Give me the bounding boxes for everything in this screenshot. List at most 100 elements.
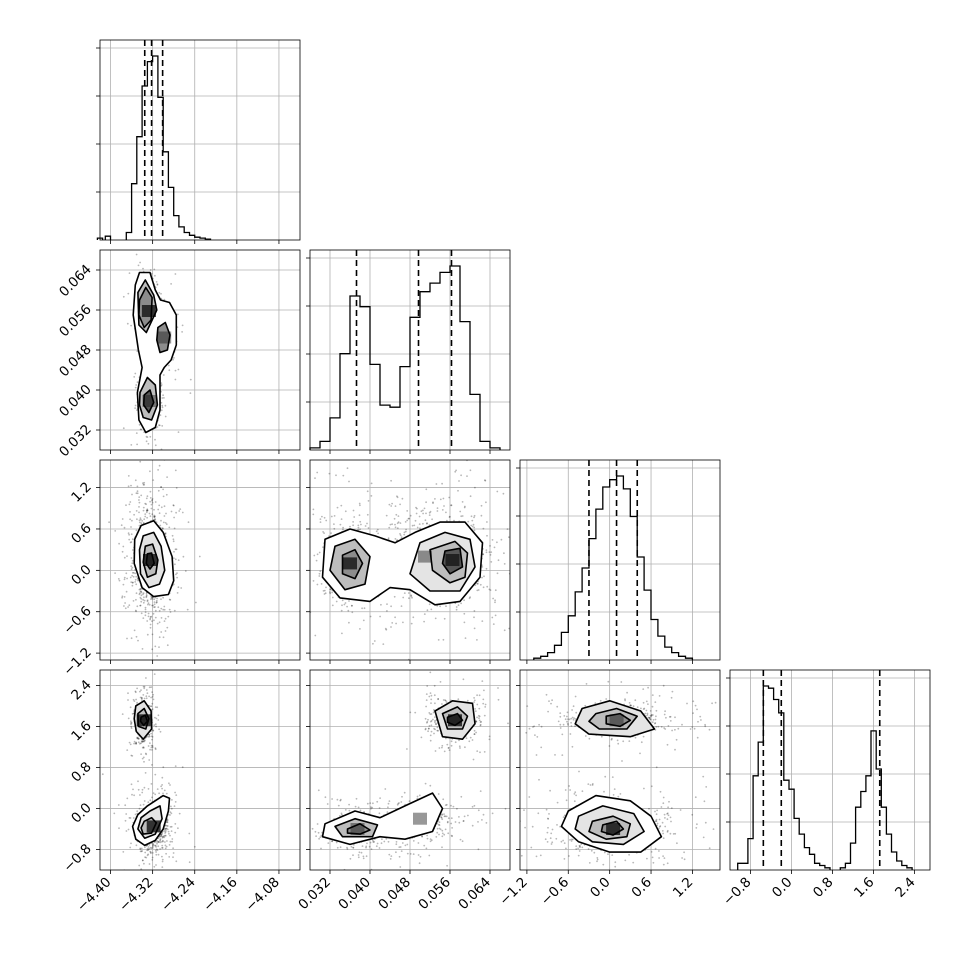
scatter-point: [375, 530, 378, 533]
panel-1-2: [310, 460, 510, 683]
scatter-point: [399, 522, 402, 524]
scatter-point: [136, 350, 139, 353]
scatter-point: [172, 557, 175, 560]
scatter-point: [394, 523, 396, 526]
scatter-point: [174, 563, 176, 566]
scatter-point: [386, 610, 388, 612]
scatter-point: [169, 814, 171, 816]
scatter-point: [150, 596, 153, 598]
scatter-point: [130, 783, 133, 786]
scatter-point: [155, 851, 158, 853]
scatter-point: [161, 839, 164, 842]
scatter-point: [145, 440, 148, 443]
scatter-point: [463, 621, 466, 624]
scatter-point: [151, 702, 154, 705]
scatter-point: [394, 505, 397, 507]
scatter-point: [130, 637, 133, 640]
scatter-point: [318, 551, 321, 554]
scatter-point: [436, 507, 439, 509]
scatter-point: [154, 716, 156, 719]
scatter-point: [146, 516, 149, 519]
scatter-point: [145, 511, 148, 514]
scatter-point: [151, 648, 154, 651]
scatter-point: [157, 840, 160, 843]
scatter-point: [363, 607, 366, 610]
scatter-point: [394, 681, 396, 683]
scatter-point: [380, 603, 382, 606]
scatter-point: [131, 562, 134, 565]
scatter-point: [399, 534, 402, 537]
scatter-point: [488, 551, 491, 553]
scatter-point: [426, 522, 428, 525]
scatter-point: [114, 572, 116, 574]
scatter-point: [114, 530, 117, 532]
scatter-point: [382, 643, 385, 645]
scatter-point: [362, 619, 365, 622]
scatter-point: [158, 728, 161, 731]
scatter-point: [130, 754, 133, 757]
scatter-point: [147, 846, 150, 848]
scatter-point: [175, 548, 178, 551]
scatter-point: [496, 541, 498, 544]
scatter-point: [143, 687, 146, 690]
scatter-point: [353, 516, 356, 518]
scatter-point: [377, 532, 379, 535]
scatter-point: [159, 524, 162, 527]
scatter-point: [118, 542, 120, 545]
scatter-point: [408, 597, 410, 600]
scatter-point: [123, 526, 126, 529]
scatter-point: [150, 598, 152, 601]
scatter-point: [130, 565, 133, 568]
scatter-point: [174, 791, 177, 794]
scatter-point: [138, 807, 141, 810]
scatter-point: [147, 602, 150, 605]
scatter-point: [318, 572, 321, 575]
scatter-point: [406, 510, 409, 512]
scatter-point: [144, 846, 146, 849]
scatter-point: [137, 737, 139, 740]
scatter-point: [166, 626, 169, 629]
scatter-point: [316, 553, 319, 556]
scatter-point: [156, 849, 159, 851]
scatter-point: [189, 392, 192, 394]
scatter-point: [389, 523, 392, 526]
scatter-point: [142, 598, 145, 601]
scatter-point: [170, 812, 173, 815]
scatter-point: [124, 819, 127, 822]
scatter-point: [329, 588, 331, 591]
scatter-point: [154, 706, 157, 708]
scatter-point: [437, 639, 440, 641]
scatter-point: [157, 606, 160, 609]
scatter-point: [117, 804, 120, 806]
scatter-point: [145, 594, 148, 597]
scatter-point: [148, 733, 151, 736]
scatter-point: [180, 587, 183, 589]
scatter-point: [140, 600, 143, 603]
scatter-point: [121, 596, 123, 599]
scatter-point: [189, 378, 192, 381]
scatter-point: [445, 605, 447, 608]
scatter-point: [166, 644, 169, 647]
scatter-point: [156, 283, 159, 285]
scatter-point: [181, 331, 184, 333]
scatter-point: [425, 512, 427, 515]
scatter-point: [149, 269, 152, 271]
scatter-point: [467, 520, 470, 523]
scatter-point: [358, 502, 361, 505]
scatter-point: [472, 523, 475, 526]
scatter-point: [121, 713, 124, 715]
scatter-point: [144, 856, 147, 859]
scatter-point: [140, 598, 143, 600]
scatter-point: [403, 531, 406, 534]
scatter-point: [146, 599, 149, 602]
scatter-point: [177, 559, 180, 562]
contour-line: [132, 271, 178, 434]
scatter-point: [469, 596, 471, 599]
scatter-point: [172, 538, 175, 541]
scatter-point: [161, 855, 163, 858]
scatter-point: [470, 515, 473, 518]
scatter-point: [120, 524, 123, 527]
scatter-point: [342, 528, 344, 531]
scatter-point: [158, 646, 160, 648]
scatter-point: [151, 501, 154, 504]
